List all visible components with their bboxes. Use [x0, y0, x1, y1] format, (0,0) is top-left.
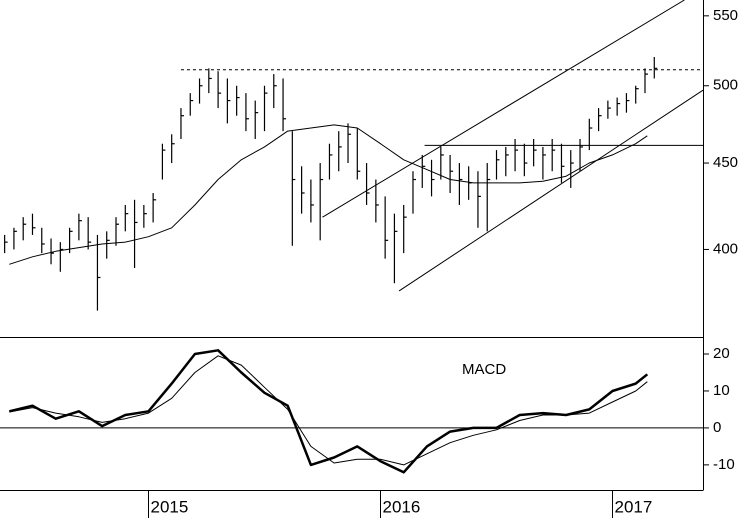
y-tick-label: -10: [713, 456, 735, 473]
y-tick-label: 450: [713, 154, 738, 171]
x-tick-label: 2015: [150, 497, 188, 516]
moving-average: [9, 124, 648, 265]
x-tick-label: 2016: [383, 497, 421, 516]
x-tick-label: 2017: [615, 497, 653, 516]
y-tick-label: 400: [713, 240, 738, 257]
indicator-label: MACD: [462, 361, 506, 378]
y-tick-label: 20: [713, 345, 730, 362]
y-tick-label: 0: [713, 419, 721, 436]
trendline: [322, 0, 685, 218]
y-tick-label: 500: [713, 77, 738, 94]
trendline: [398, 89, 704, 292]
y-tick-label: 550: [713, 7, 738, 24]
y-tick-label: 10: [713, 382, 730, 399]
macd-line: [9, 349, 649, 474]
signal-line: [9, 355, 648, 466]
